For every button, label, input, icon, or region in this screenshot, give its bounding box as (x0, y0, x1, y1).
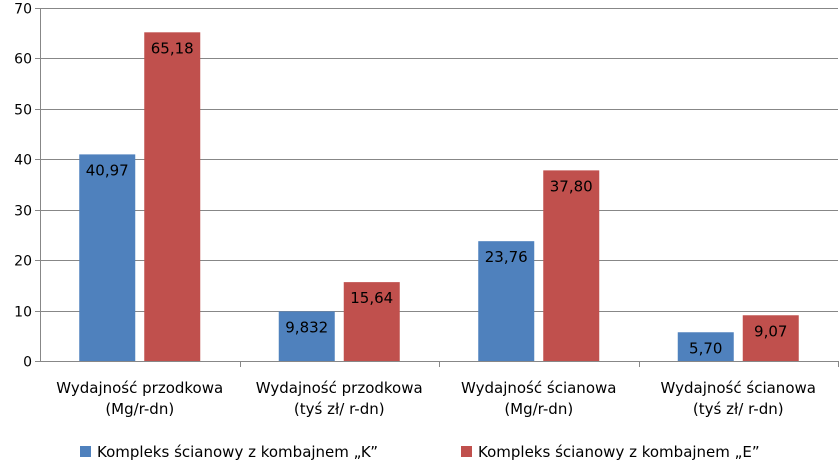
category-label: (tyś zł/ r-dn) (693, 400, 784, 418)
data-label: 65,18 (151, 39, 194, 57)
category-label: Wydajność przodkowa (56, 379, 223, 397)
data-label: 40,97 (86, 161, 129, 179)
y-axis-tick-labels: 0 10 20 30 40 50 60 70 (14, 2, 32, 371)
y-tick-label: 30 (14, 204, 32, 220)
data-labels: 40,97 65,18 9,832 15,64 23,76 37,80 5,70 9,07 (86, 39, 788, 357)
bar (677, 332, 734, 361)
legend-entry: Kompleks ścianowy z kombajnem „K” (97, 443, 378, 461)
legend-swatch (80, 446, 91, 457)
data-label: 37,80 (550, 177, 593, 195)
data-label: 9,07 (754, 322, 787, 340)
category-label: (Mg/r-dn) (504, 400, 573, 418)
bar (543, 170, 600, 361)
bar (278, 311, 335, 361)
category-label: Wydajność ścianowa (461, 379, 616, 397)
category-label: (Mg/r-dn) (105, 400, 174, 418)
y-tick-label: 70 (14, 2, 32, 18)
data-label: 23,76 (485, 248, 528, 266)
category-label: Wydajność przodkowa (256, 379, 423, 397)
legend-swatch (461, 446, 472, 457)
bar (478, 241, 535, 361)
bars (79, 32, 799, 361)
x-axis-category-labels: Wydajność przodkowa (Mg/r-dn) Wydajność pr… (56, 379, 816, 418)
category-label: Wydajność ścianowa (661, 379, 816, 397)
bar (343, 282, 400, 361)
data-label: 9,832 (285, 318, 328, 336)
axes (35, 8, 839, 367)
data-label: 5,70 (689, 339, 722, 357)
y-tick-label: 0 (23, 355, 32, 371)
bar (742, 315, 799, 361)
y-tick-label: 20 (14, 254, 32, 270)
category-label: (tyś zł/ r-dn) (294, 400, 385, 418)
y-tick-label: 10 (14, 305, 32, 321)
y-tick-label: 40 (14, 153, 32, 169)
data-label: 15,64 (350, 289, 393, 307)
bar (79, 154, 136, 361)
legend-entry: Kompleks ścianowy z kombajnem „E” (478, 443, 760, 461)
legend: Kompleks ścianowy z kombajnem „K” Komplek… (80, 443, 760, 461)
y-tick-label: 50 (14, 103, 32, 119)
bar (144, 32, 201, 361)
y-tick-label: 60 (14, 52, 32, 68)
